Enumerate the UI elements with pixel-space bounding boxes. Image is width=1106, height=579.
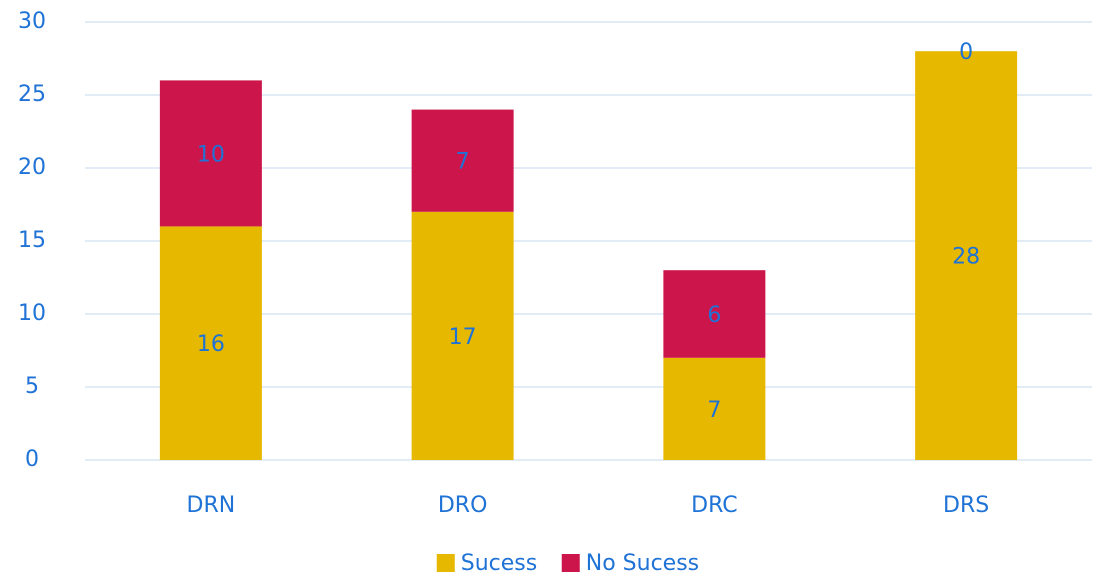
x-tick-label: DRO — [438, 493, 488, 518]
legend-label: Sucess — [461, 551, 537, 576]
y-tick-label: 5 — [25, 374, 39, 399]
data-label: 0 — [959, 40, 973, 65]
x-tick-label: DRS — [943, 493, 989, 518]
bar — [663, 357, 766, 460]
x-tick-label: DRC — [691, 493, 738, 518]
legend-label: No Sucess — [586, 551, 699, 576]
data-label: 10 — [197, 142, 225, 167]
y-tick-label: 0 — [25, 447, 39, 472]
y-tick-label: 10 — [18, 301, 46, 326]
data-label: 7 — [707, 398, 721, 423]
data-label: 16 — [197, 332, 225, 357]
data-label: 28 — [952, 245, 980, 270]
data-label: 17 — [449, 325, 477, 350]
legend-swatch — [436, 554, 455, 572]
bar — [411, 211, 514, 460]
y-tick-label: 15 — [18, 228, 46, 253]
y-tick-label: 30 — [18, 9, 46, 34]
data-label: 6 — [707, 303, 721, 328]
y-tick-label: 25 — [18, 82, 46, 107]
y-tick-label: 20 — [18, 155, 46, 180]
bar — [915, 51, 1018, 460]
bar — [663, 270, 766, 358]
legend-swatch — [561, 554, 580, 572]
bar — [159, 226, 262, 460]
bar — [159, 80, 262, 227]
x-tick-label: DRN — [187, 493, 236, 518]
bar — [411, 109, 514, 212]
data-label: 7 — [456, 150, 470, 175]
